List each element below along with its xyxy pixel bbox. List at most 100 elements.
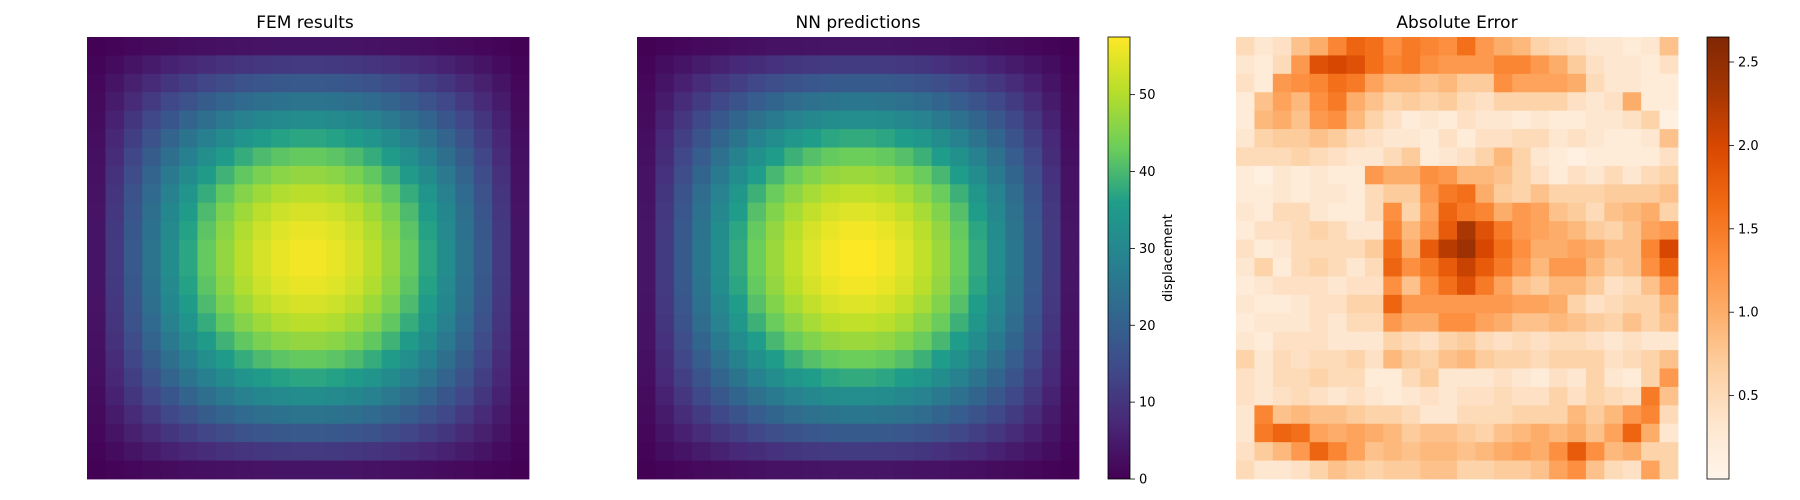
heatmap-cell — [1042, 92, 1061, 112]
heatmap-cell — [308, 368, 327, 388]
heatmap-cell — [234, 276, 254, 296]
heatmap-cell — [765, 110, 785, 130]
heatmap-cell — [765, 258, 785, 277]
heatmap-cell — [510, 165, 530, 185]
heatmap-cell — [747, 258, 767, 277]
heatmap-cell — [913, 350, 933, 369]
heatmap-cell — [1420, 294, 1439, 314]
heatmap-cell — [289, 202, 309, 222]
heatmap-cell — [1023, 460, 1043, 480]
heatmap-cell — [400, 460, 419, 480]
heatmap-cell — [1291, 239, 1311, 259]
heatmap-cell — [692, 368, 712, 388]
heatmap-cell — [802, 239, 822, 259]
colorbar-error-ticks: 0.51.01.52.02.5 — [1729, 56, 1759, 404]
heatmap-cell — [492, 147, 511, 167]
heatmap-cell — [1023, 331, 1043, 351]
heatmap-cell — [1604, 350, 1624, 369]
heatmap-cell — [1328, 221, 1347, 240]
heatmap-cell — [1005, 423, 1025, 443]
heatmap-cell — [418, 350, 438, 369]
heatmap-cell — [252, 37, 272, 56]
heatmap-cell — [400, 276, 419, 296]
heatmap-cell — [692, 276, 712, 296]
heatmap-cell — [436, 350, 456, 369]
heatmap-cell — [1023, 202, 1043, 222]
heatmap-cell — [913, 184, 933, 204]
heatmap-cell — [858, 110, 877, 130]
heatmap-cell — [894, 386, 914, 406]
heatmap-cell — [1023, 147, 1043, 167]
heatmap-cell — [197, 405, 217, 425]
heatmap-cell — [802, 423, 822, 443]
heatmap-cell — [197, 350, 217, 369]
heatmap-cell — [913, 258, 933, 277]
heatmap-cell — [123, 184, 143, 204]
heatmap-cell — [637, 55, 656, 75]
heatmap-cell — [1272, 423, 1292, 443]
heatmap-cell — [876, 55, 896, 75]
heatmap-cell — [455, 221, 475, 240]
heatmap-cell — [1622, 368, 1642, 388]
heatmap-cell — [986, 221, 1006, 240]
heatmap-cell — [1493, 110, 1513, 130]
heatmap-cell — [1549, 276, 1568, 296]
heatmap-cell — [308, 55, 327, 75]
heatmap-cell — [400, 294, 419, 314]
heatmap-cell — [326, 129, 346, 148]
heatmap-cell — [1530, 313, 1550, 333]
heatmap-cell — [197, 221, 217, 240]
heatmap-cell — [381, 147, 401, 167]
heatmap-cell — [105, 460, 125, 480]
heatmap-cell — [1309, 313, 1329, 333]
heatmap-cell — [1291, 423, 1311, 443]
heatmap-cell — [1291, 460, 1311, 480]
heatmap-cell — [692, 258, 712, 277]
heatmap-cell — [326, 202, 346, 222]
heatmap-cell — [673, 110, 693, 130]
heatmap-cell — [1438, 165, 1458, 185]
heatmap-cell — [710, 239, 730, 259]
heatmap-cell — [142, 202, 162, 222]
heatmap-cell — [931, 165, 951, 185]
colorbar-error-bar — [1706, 36, 1730, 480]
heatmap-cell — [876, 331, 896, 351]
heatmap-cell — [1023, 184, 1043, 204]
heatmap-cell — [455, 73, 475, 93]
heatmap-cell — [215, 386, 235, 406]
heatmap-cell — [1549, 313, 1568, 333]
heatmap-cell — [968, 294, 988, 314]
heatmap-cell — [1549, 37, 1568, 56]
heatmap-cell — [1457, 313, 1476, 333]
heatmap-cell — [1346, 294, 1366, 314]
heatmap-cell — [839, 147, 859, 167]
heatmap-cell — [215, 350, 235, 369]
heatmap-cell — [344, 37, 364, 56]
heatmap-cell — [692, 184, 712, 204]
heatmap-cell — [765, 239, 785, 259]
heatmap-cell — [931, 110, 951, 130]
heatmap-cell — [1622, 350, 1642, 369]
heatmap-cell — [142, 239, 162, 259]
heatmap-cell — [492, 165, 511, 185]
heatmap-cell — [1475, 258, 1495, 277]
heatmap-cell — [1005, 331, 1025, 351]
heatmap-cell — [1005, 92, 1025, 112]
heatmap-cell — [894, 165, 914, 185]
heatmap-cell — [1042, 239, 1061, 259]
heatmap-cell — [765, 129, 785, 148]
heatmap-cell — [784, 294, 804, 314]
heatmap-cell — [142, 423, 162, 443]
heatmap-cell — [381, 221, 401, 240]
heatmap-cell — [1567, 460, 1587, 480]
heatmap-cell — [436, 73, 456, 93]
heatmap-cell — [326, 331, 346, 351]
heatmap-cell — [1641, 147, 1660, 167]
heatmap-cell — [673, 92, 693, 112]
heatmap-cell — [123, 239, 143, 259]
heatmap-cell — [1383, 202, 1403, 222]
heatmap-cell — [1549, 386, 1568, 406]
heatmap-cell — [271, 202, 290, 222]
heatmap-cell — [215, 239, 235, 259]
heatmap-cell — [931, 442, 951, 461]
